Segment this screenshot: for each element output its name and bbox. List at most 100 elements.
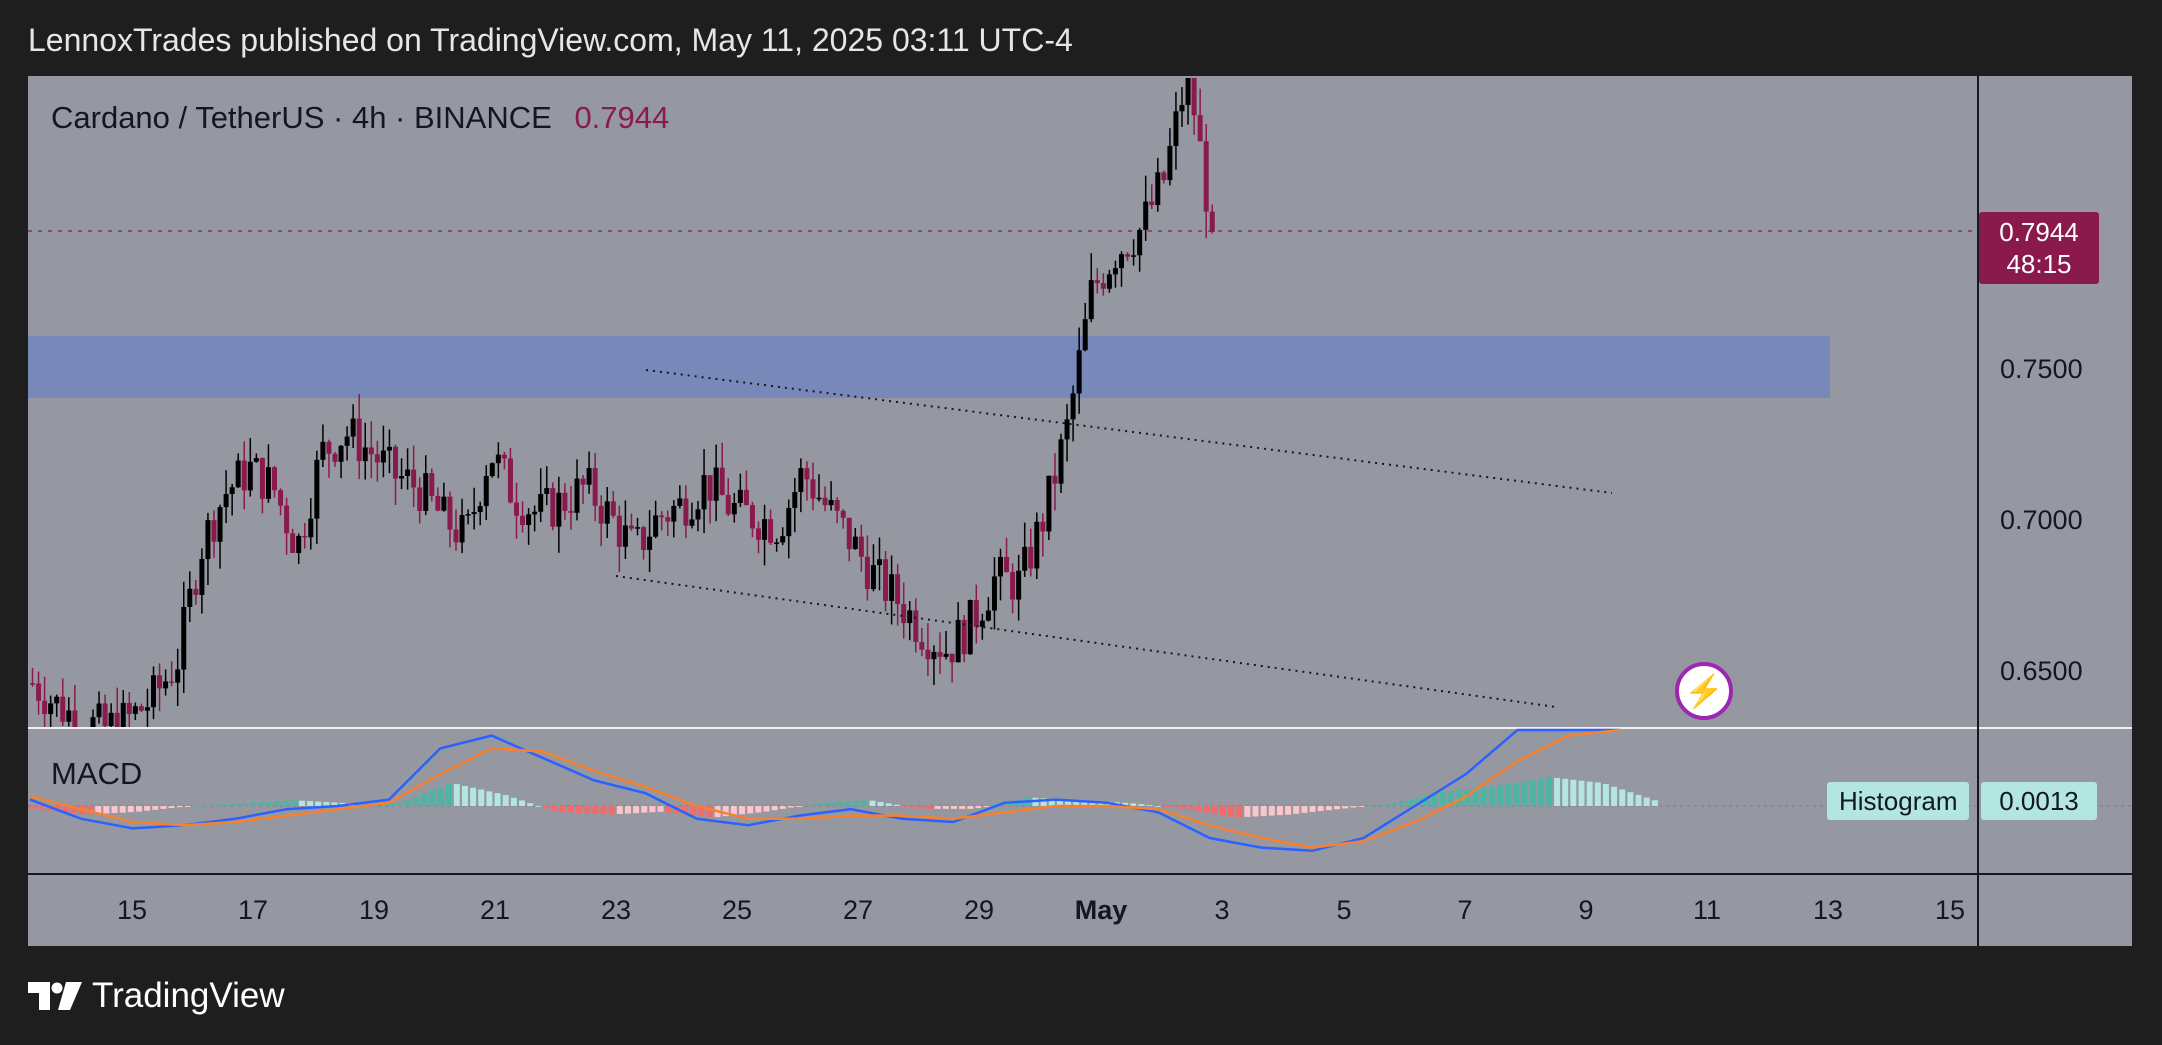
histogram-bar xyxy=(1480,787,1487,806)
candle-bull xyxy=(979,620,985,627)
histogram-bar xyxy=(1635,794,1642,806)
x-tick: 27 xyxy=(842,895,874,925)
last-price-tag[interactable]: 0.7944 48:15 xyxy=(1979,212,2099,284)
histogram-bar xyxy=(665,806,672,813)
histogram-bar xyxy=(209,804,216,806)
candle-bull xyxy=(1082,319,1088,351)
histogram-bar xyxy=(1431,793,1438,806)
candle-bear xyxy=(1094,280,1100,284)
histogram-bar xyxy=(910,806,917,808)
candle-bear xyxy=(272,467,277,491)
candle-bull xyxy=(1106,274,1112,289)
candle-bear xyxy=(973,600,979,627)
candle-bull xyxy=(320,441,326,460)
candle-bull xyxy=(774,542,780,544)
histogram-bar xyxy=(1073,800,1080,806)
x-tick: 5 xyxy=(1336,895,1352,925)
histogram-bar xyxy=(1472,788,1479,806)
histogram-bar xyxy=(396,802,403,806)
candle-bull xyxy=(604,501,610,524)
candle-bull xyxy=(1155,172,1161,206)
candle-bull xyxy=(635,527,640,529)
resistance-zone[interactable] xyxy=(28,336,1830,398)
candle-bull xyxy=(689,519,695,526)
candle-bull xyxy=(737,489,743,503)
x-tick: 19 xyxy=(358,895,390,925)
candle-bear xyxy=(453,529,459,543)
histogram-bar xyxy=(388,803,395,806)
histogram-bar xyxy=(771,806,778,811)
histogram-bar xyxy=(804,804,811,806)
candle-bull xyxy=(90,717,96,727)
histogram-bar xyxy=(902,806,909,807)
symbol-last-price: 0.7944 xyxy=(574,100,670,135)
histogram-bar xyxy=(975,806,982,809)
macd-indicator-label[interactable]: MACD xyxy=(51,756,143,791)
candle-bear xyxy=(374,454,380,463)
histogram-bar xyxy=(1203,806,1210,813)
candle-bull xyxy=(229,487,235,494)
candle-bull xyxy=(120,702,126,727)
candle-bull xyxy=(574,478,580,513)
histogram-bar xyxy=(584,806,591,814)
candle-bull xyxy=(985,610,991,621)
histogram-bar xyxy=(1219,806,1226,816)
histogram-bar xyxy=(641,806,648,813)
candle-bear xyxy=(157,675,163,689)
histogram-bar xyxy=(853,801,860,806)
chart-canvas[interactable] xyxy=(28,76,2132,946)
histogram-bar xyxy=(820,802,827,806)
histogram-bar xyxy=(1488,786,1495,806)
histogram-bar xyxy=(1374,804,1381,806)
lightning-bolt-icon[interactable]: ⚡ xyxy=(1675,662,1733,720)
histogram-bar xyxy=(1276,806,1283,816)
candle-bull xyxy=(489,463,495,477)
candle-bear xyxy=(1149,201,1155,206)
candle-bear xyxy=(429,473,435,496)
x-tick: 11 xyxy=(1692,895,1722,925)
candle-bull xyxy=(955,619,961,663)
candle-bull xyxy=(852,536,858,550)
x-tick: 25 xyxy=(721,895,753,925)
histogram-bar xyxy=(193,805,199,807)
candle-bear xyxy=(193,588,199,595)
candle-bear xyxy=(417,487,423,511)
histogram-bar xyxy=(152,806,159,810)
histogram-bar xyxy=(519,800,525,806)
x-tick: 3 xyxy=(1214,895,1230,925)
candle-bear xyxy=(368,447,374,455)
y-tick-0.75: 0.7500 xyxy=(2000,354,2083,384)
histogram-bar xyxy=(404,799,411,806)
candle-bear xyxy=(447,496,453,530)
candle-bull xyxy=(1088,280,1094,320)
symbol-legend[interactable]: Cardano / TetherUS · 4h · BINANCE 0.7944 xyxy=(51,100,669,136)
candle-bull xyxy=(653,515,659,537)
candle-bull xyxy=(96,703,102,718)
histogram-bar xyxy=(1570,779,1577,806)
histogram-bar xyxy=(494,793,501,806)
candle-bull xyxy=(1143,201,1149,230)
channel-upper-trendline[interactable] xyxy=(645,369,1613,494)
channel-lower-trendline[interactable] xyxy=(615,575,1557,708)
histogram-bar xyxy=(983,806,990,807)
histogram-bar xyxy=(730,806,737,816)
histogram-bar xyxy=(127,806,134,813)
histogram-bar xyxy=(1179,806,1186,809)
histogram-bar xyxy=(225,803,232,806)
histogram-bar xyxy=(258,802,265,806)
candle-bear xyxy=(411,469,417,488)
x-tick: 9 xyxy=(1578,895,1594,925)
histogram-bar xyxy=(1497,785,1503,806)
candle-bear xyxy=(568,511,574,513)
candle-bear xyxy=(1125,254,1131,257)
candle-bull xyxy=(931,651,937,660)
histogram-bar xyxy=(217,804,224,806)
histogram-bar xyxy=(1619,789,1626,806)
candle-bear xyxy=(768,519,774,543)
candle-bull xyxy=(362,447,368,462)
candle-bear xyxy=(1191,78,1197,116)
candle-bull xyxy=(792,492,798,508)
histogram-bar xyxy=(1065,799,1072,806)
candle-bear xyxy=(743,489,749,506)
candle-bull xyxy=(308,518,314,538)
